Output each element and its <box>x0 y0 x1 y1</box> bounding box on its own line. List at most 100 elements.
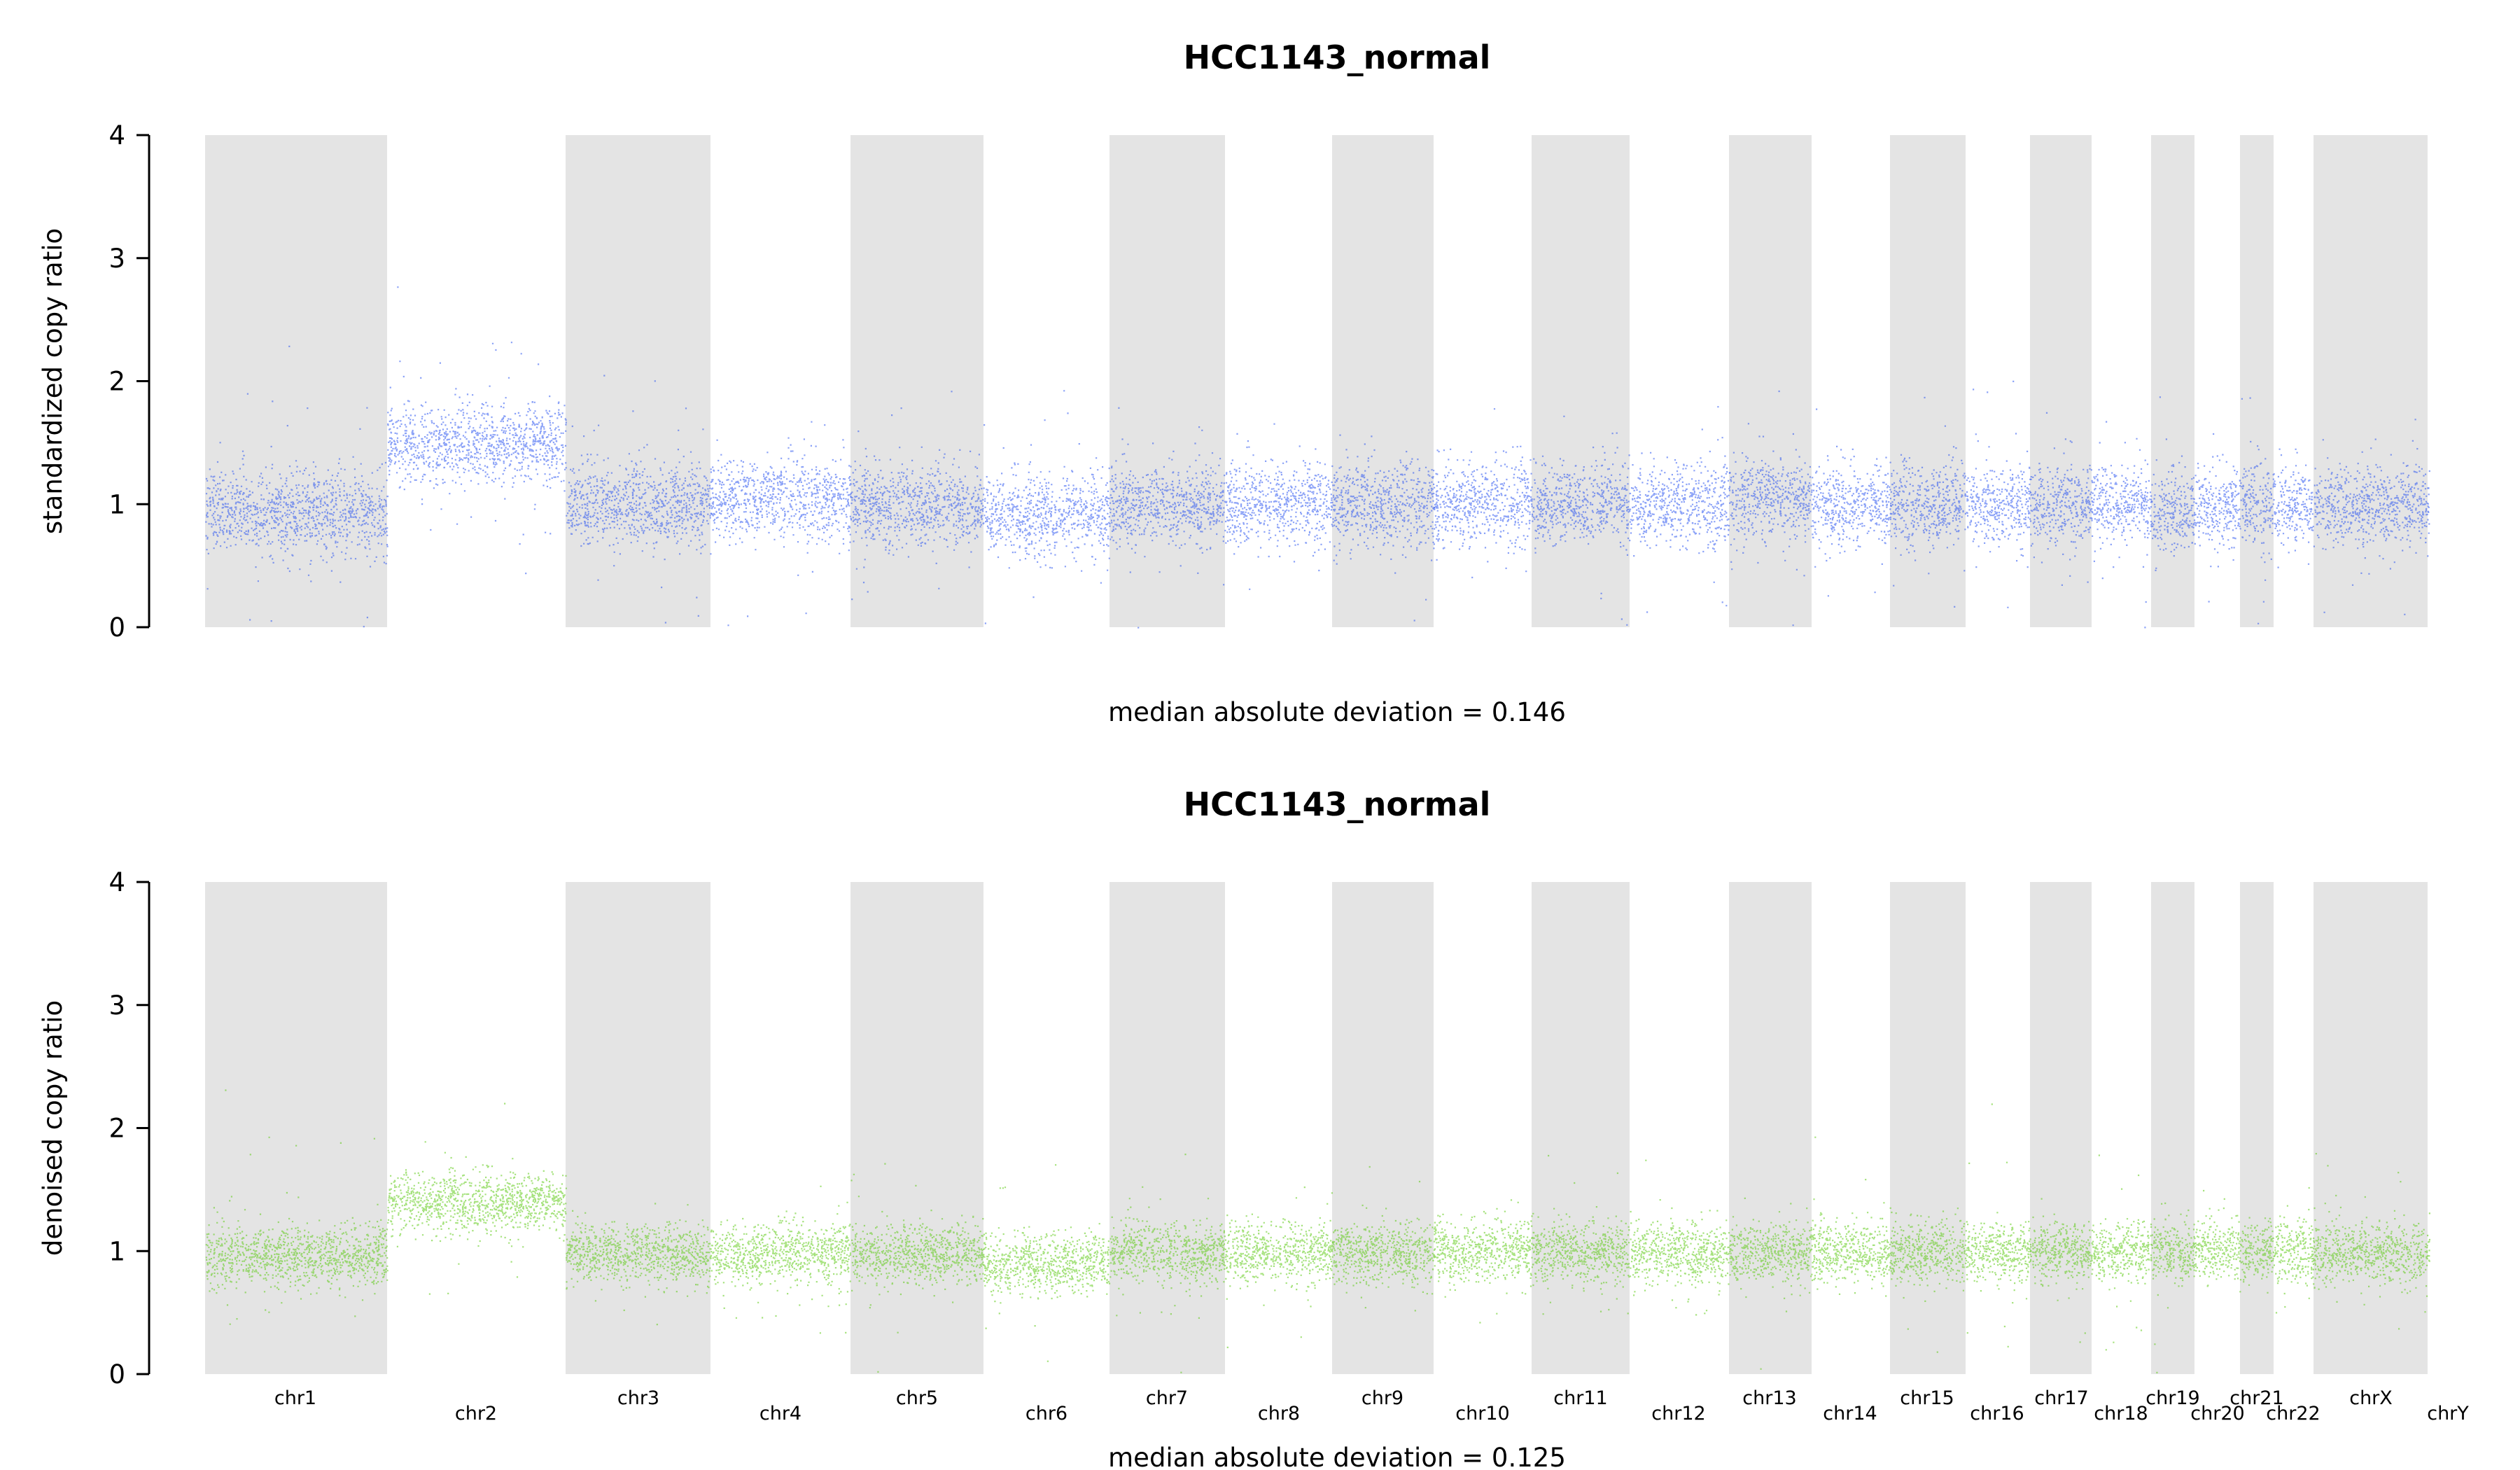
data-points-chr12 <box>1630 406 1731 613</box>
chromosome-label: chr4 <box>760 1403 802 1424</box>
chromosome-label: chr19 <box>2146 1387 2199 1409</box>
y-tick-label: 4 <box>108 867 125 897</box>
chromosome-bands <box>205 135 2428 627</box>
chromosome-label: chr13 <box>1742 1387 1796 1409</box>
y-tick-label: 1 <box>108 489 125 519</box>
data-points-chr9 <box>1332 434 1435 622</box>
data-points <box>205 1089 2430 1373</box>
data-points-chr6 <box>983 1164 1111 1362</box>
y-tick-label: 1 <box>108 1236 125 1266</box>
data-points-chr13 <box>1729 1197 1814 1370</box>
data-points <box>205 286 2430 629</box>
data-points-chr14 <box>1812 408 1892 597</box>
chromosome-band <box>1890 882 1966 1374</box>
chromosome-label: chr12 <box>1651 1403 1705 1424</box>
chromosome-band <box>850 135 983 627</box>
data-points-chr4 <box>710 421 853 626</box>
chromosome-band <box>566 135 710 627</box>
chromosome-band <box>850 882 983 1374</box>
data-points-chr1 <box>205 1089 388 1325</box>
chromosome-band <box>1332 135 1434 627</box>
chromosome-band <box>1110 882 1225 1374</box>
y-axis-label: standardized copy ratio <box>38 228 68 534</box>
chromosome-label: chrY <box>2427 1403 2469 1424</box>
data-points-chr5 <box>850 391 986 601</box>
data-points-chr6 <box>983 390 1112 624</box>
chromosome-band <box>2314 135 2428 627</box>
data-points-chr18 <box>2092 421 2153 629</box>
data-points-chr7 <box>1110 1154 1227 1373</box>
chromosome-label: chr15 <box>1900 1387 1954 1409</box>
chromosome-label: chr20 <box>2190 1403 2244 1424</box>
data-points-chr11 <box>1532 1154 1632 1315</box>
chromosome-label: chr2 <box>455 1403 497 1424</box>
chromosome-band <box>1729 882 1812 1374</box>
chromosome-band <box>1110 135 1225 627</box>
y-tick-label: 0 <box>108 612 125 643</box>
data-points-chr15 <box>1890 396 1967 608</box>
chromosome-band <box>2151 882 2194 1374</box>
chromosome-band <box>2151 135 2194 627</box>
data-points-chr10 <box>1434 1199 1534 1324</box>
chromosome-label: chr16 <box>1970 1403 2024 1424</box>
data-points-chrX <box>2314 1153 2429 1330</box>
chromosome-band <box>205 135 387 627</box>
data-points-chr8 <box>1225 423 1334 590</box>
chromosome-label: chr10 <box>1455 1403 1509 1424</box>
y-axis: 0 1 2 3 4 <box>108 867 150 1390</box>
y-tick-label: 2 <box>108 1114 125 1144</box>
data-points-chrY <box>2428 470 2430 534</box>
mad-annotation: median absolute deviation = 0.125 <box>1108 1443 1566 1470</box>
chromosome-label: chr9 <box>1362 1387 1404 1409</box>
y-tick-label: 3 <box>108 990 125 1021</box>
y-tick-label: 3 <box>108 244 125 274</box>
mad-annotation: median absolute deviation = 0.146 <box>1108 697 1566 727</box>
data-points-chr1 <box>205 345 388 628</box>
data-points-chr3 <box>566 1203 713 1326</box>
chromosome-band <box>2314 882 2428 1374</box>
data-points-chr22 <box>2274 448 2315 568</box>
chromosome-band <box>1532 135 1630 627</box>
chromosome-band <box>566 882 710 1374</box>
data-points-chr19 <box>2151 1202 2196 1373</box>
chromosome-bands <box>205 882 2428 1374</box>
chromosome-labels: chr1 chr2 chr3 chr4 chr5 chr6 chr7 chr8 chr9 chr1… <box>274 1387 2469 1424</box>
data-points-chrY <box>2428 1212 2430 1262</box>
data-points-chr10 <box>1434 408 1534 579</box>
y-tick-label: 4 <box>108 120 125 150</box>
chromosome-band <box>1332 882 1434 1374</box>
chromosome-label: chr21 <box>2230 1387 2283 1409</box>
chromosome-label: chr8 <box>1258 1403 1300 1424</box>
chromosome-band <box>205 882 387 1374</box>
chromosome-label: chr17 <box>2034 1387 2088 1409</box>
y-axis-label: denoised copy ratio <box>38 1000 68 1256</box>
y-tick-label: 0 <box>108 1359 125 1390</box>
data-points-chr15 <box>1890 1208 1968 1353</box>
chromosome-label: chr1 <box>274 1387 316 1409</box>
chromosome-band <box>2240 135 2274 627</box>
standardized-copy-ratio-panel: 0 1 2 3 4 HCC1143_normal standardized copy r… <box>38 38 2430 727</box>
data-points-chr14 <box>1812 1136 1891 1297</box>
chart-title: HCC1143_normal <box>1184 785 1491 823</box>
data-points-chr20 <box>2194 1189 2242 1293</box>
data-points-chr8 <box>1225 1186 1334 1348</box>
chromosome-label: chrX <box>2349 1387 2393 1409</box>
data-points-chr21 <box>2240 1217 2275 1294</box>
data-points-chr22 <box>2274 1186 2316 1314</box>
chromosome-label: chr14 <box>1823 1403 1877 1424</box>
chromosome-band <box>1532 882 1630 1374</box>
chromosome-label: chr3 <box>617 1387 659 1409</box>
chromosome-band <box>2030 882 2092 1374</box>
chromosome-band <box>2240 882 2274 1374</box>
data-points-chr2 <box>387 1102 567 1295</box>
chart-title: HCC1143_normal <box>1184 38 1491 76</box>
data-points-chr20 <box>2194 433 2241 603</box>
chromosome-label: chr6 <box>1026 1403 1068 1424</box>
data-points-chr5 <box>850 1163 986 1373</box>
chromosome-label: chr18 <box>2094 1403 2148 1424</box>
data-points-chr2 <box>387 286 567 575</box>
data-points-chr12 <box>1630 1159 1730 1316</box>
chromosome-label: chr11 <box>1553 1387 1607 1409</box>
